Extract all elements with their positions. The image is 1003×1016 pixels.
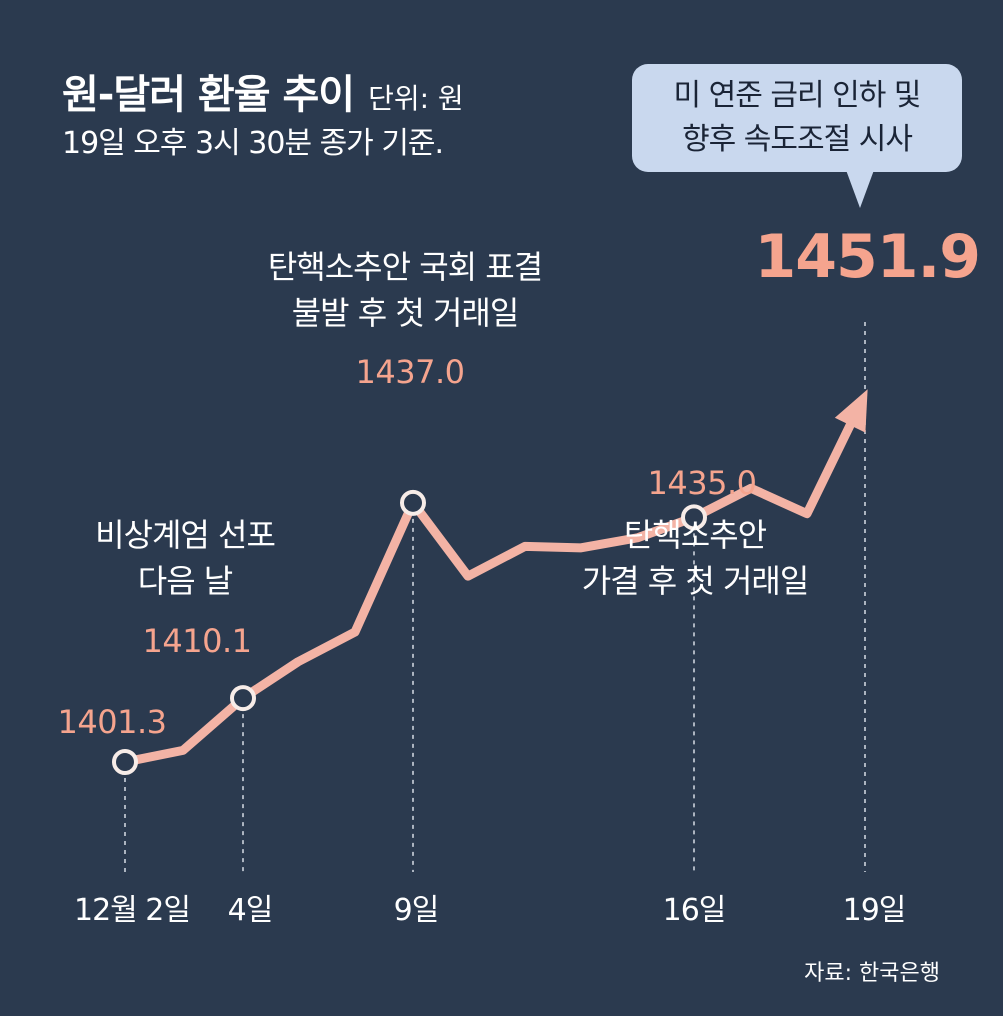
value-label-dec9: 1437.0 [356, 353, 465, 391]
value-label-dec2: 1401.3 [58, 703, 167, 741]
callout-line-2: 향후 속도조절 시사 [682, 122, 913, 157]
marker-dec9 [400, 489, 426, 516]
unit-label: 단위: 원 [368, 82, 464, 115]
arrowhead-final [834, 389, 868, 433]
marker-dec2 [112, 749, 138, 775]
tick-label-19: 19일 [843, 893, 906, 928]
tick-label-dec2: 12월 2일 [74, 893, 190, 928]
annotation-impeachment-pass: 탄핵소추안 가결 후 첫 거래일 [545, 512, 845, 604]
tick-label-4: 4일 [228, 893, 273, 928]
source-note: 자료: 한국은행 [804, 961, 940, 986]
annotation-impeachment-fail-line-2: 불발 후 첫 거래일 [291, 294, 520, 332]
annotation-martial-law: 비상계엄 선포 다음 날 [60, 512, 310, 604]
callout-bubble: 미 연준 금리 인하 및 향후 속도조절 시사 [632, 64, 962, 172]
tick-label-16: 16일 [663, 893, 726, 928]
chart-title: 원-달러 환율 추이 [62, 72, 355, 118]
value-label-dec4: 1410.1 [143, 622, 252, 660]
annotation-impeachment-pass-line-1: 탄핵소추안 [623, 516, 767, 554]
annotation-martial-law-line-2: 다음 날 [137, 562, 234, 600]
annotation-martial-law-line-1: 비상계엄 선포 [95, 516, 276, 554]
marker-dec16 [681, 504, 707, 531]
title-row: 원-달러 환율 추이 단위: 원 [62, 62, 464, 120]
annotation-impeachment-pass-line-2: 가결 후 첫 거래일 [581, 562, 810, 600]
value-label-final: 1451.9 [754, 222, 981, 292]
callout-line-1: 미 연준 금리 인하 및 [673, 78, 922, 113]
value-label-dec16: 1435.0 [648, 464, 757, 502]
callout-tail [846, 170, 874, 208]
marker-dec4 [230, 685, 256, 712]
chart-subtitle: 19일 오후 3시 30분 종가 기준. [62, 126, 444, 161]
annotation-impeachment-fail-line-1: 탄핵소추안 국회 표결 [267, 248, 543, 286]
annotation-impeachment-fail: 탄핵소추안 국회 표결 불발 후 첫 거래일 [220, 244, 590, 336]
tick-label-9: 9일 [394, 893, 439, 928]
